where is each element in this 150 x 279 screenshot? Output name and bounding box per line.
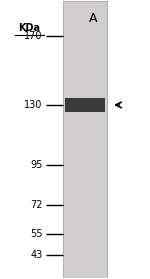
FancyBboxPatch shape xyxy=(65,98,105,112)
Text: A: A xyxy=(88,13,97,25)
Text: 55: 55 xyxy=(30,229,43,239)
Text: 43: 43 xyxy=(30,250,43,260)
Text: 170: 170 xyxy=(24,31,43,41)
Text: 95: 95 xyxy=(30,160,43,170)
Text: 72: 72 xyxy=(30,200,43,210)
FancyBboxPatch shape xyxy=(63,1,107,278)
Text: KDa: KDa xyxy=(18,23,40,33)
Text: 130: 130 xyxy=(24,100,43,110)
